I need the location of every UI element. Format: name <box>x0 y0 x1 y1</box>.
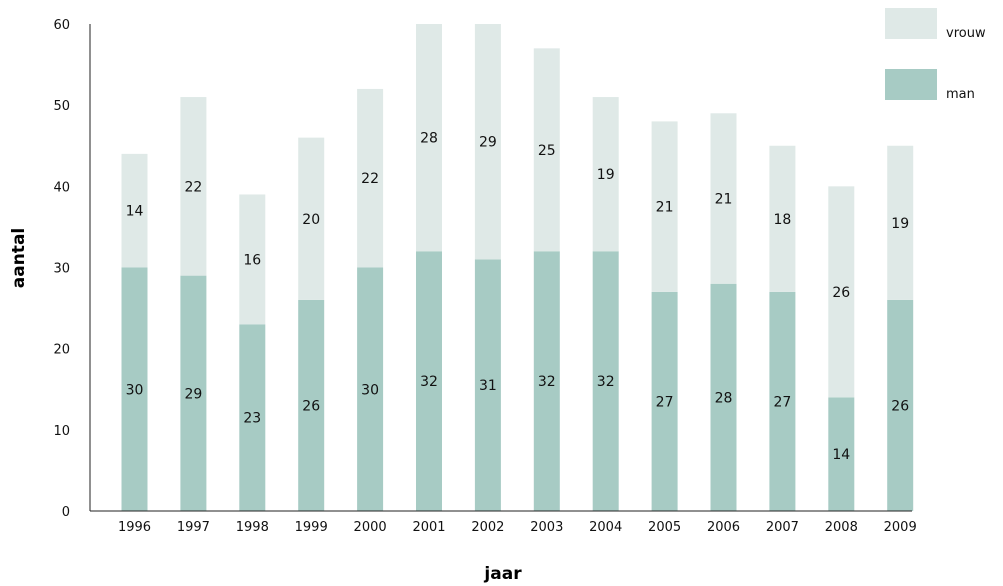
data-labels-group: 30 14 29 22 23 16 26 20 30 22 32 28 31 29 32 25 32 19 27 21… <box>126 131 910 464</box>
bar-man-1996 <box>121 267 148 511</box>
data-label-man-2003: 32 <box>538 374 556 390</box>
bar-vrouw-2004 <box>592 97 619 252</box>
y-tick-label: 10 <box>53 424 70 439</box>
x-tick-label: 2006 <box>707 520 740 535</box>
data-label-man-1996: 30 <box>126 382 144 398</box>
x-ticks-group: 1996 1997 1998 1999 2000 2001 2002 2003 2004 2005… <box>118 520 917 535</box>
bar-vrouw-2001 <box>416 24 442 252</box>
data-label-man-2007: 27 <box>773 394 791 410</box>
data-label-vrouw-1998: 16 <box>243 252 261 268</box>
x-tick-label: 2001 <box>412 520 445 535</box>
data-label-man-2000: 30 <box>361 382 379 398</box>
data-label-vrouw-2009: 19 <box>891 216 909 232</box>
data-label-man-2005: 27 <box>656 394 674 410</box>
x-tick-label: 2004 <box>589 520 622 535</box>
bar-vrouw-2007 <box>769 145 796 292</box>
legend-label-vrouw: vrouw <box>946 26 986 41</box>
x-tick-label: 2008 <box>825 520 858 535</box>
bar-man-1997 <box>180 275 207 511</box>
data-label-man-1998: 23 <box>243 411 261 427</box>
data-label-man-2001: 32 <box>420 374 438 390</box>
data-label-vrouw-2007: 18 <box>773 212 791 228</box>
bar-vrouw-1997 <box>180 97 207 276</box>
data-label-man-1997: 29 <box>184 386 202 402</box>
x-tick-label: 2005 <box>648 520 681 535</box>
data-label-vrouw-2000: 22 <box>361 171 379 187</box>
bar-man-1998 <box>239 324 266 511</box>
x-tick-label: 2000 <box>354 520 387 535</box>
y-tick-label: 20 <box>53 343 70 358</box>
y-tick-label: 30 <box>53 262 70 277</box>
data-label-man-2002: 31 <box>479 378 497 394</box>
x-tick-label: 2009 <box>884 520 917 535</box>
data-label-vrouw-2006: 21 <box>715 192 733 208</box>
x-tick-label: 2003 <box>530 520 563 535</box>
x-tick-label: 2002 <box>471 520 504 535</box>
data-label-vrouw-2004: 19 <box>597 167 615 183</box>
bar-vrouw-2002 <box>474 24 501 260</box>
data-label-vrouw-2005: 21 <box>656 200 674 216</box>
bar-vrouw-2006 <box>710 113 737 284</box>
data-label-vrouw-2002: 29 <box>479 135 497 151</box>
bar-man-2000 <box>357 267 384 511</box>
data-label-vrouw-1999: 20 <box>302 212 320 228</box>
data-label-man-2009: 26 <box>891 398 909 414</box>
bar-man-2001 <box>416 251 442 511</box>
x-axis-title: jaar <box>483 564 522 584</box>
bar-man-2008 <box>828 397 855 511</box>
x-tick-label: 2007 <box>766 520 799 535</box>
bar-vrouw-1996 <box>121 153 148 268</box>
legend-swatch-man <box>885 69 937 100</box>
y-tick-label: 40 <box>53 180 70 195</box>
legend: vrouw man <box>885 8 986 102</box>
data-label-vrouw-1996: 14 <box>126 204 144 220</box>
bar-man-2003 <box>533 251 560 511</box>
x-tick-label: 1997 <box>177 520 210 535</box>
bars-group <box>121 24 914 511</box>
data-label-vrouw-2001: 28 <box>420 131 438 147</box>
bar-man-1999 <box>298 299 325 511</box>
y-tick-label: 60 <box>53 18 70 33</box>
bar-vrouw-2009 <box>887 145 914 300</box>
y-tick-label: 0 <box>62 505 70 520</box>
bar-vrouw-2003 <box>533 48 560 252</box>
bar-vrouw-2000 <box>357 88 384 268</box>
data-label-man-2008: 14 <box>832 447 850 463</box>
x-tick-label: 1996 <box>118 520 151 535</box>
bar-man-2009 <box>887 299 914 511</box>
y-ticks-group: 0 10 20 30 40 50 60 <box>53 18 70 520</box>
bar-vrouw-2005 <box>651 121 678 292</box>
y-tick-label: 50 <box>53 99 70 114</box>
bar-man-2002 <box>474 259 501 511</box>
data-label-man-2006: 28 <box>715 390 733 406</box>
data-label-man-2004: 32 <box>597 374 615 390</box>
bar-vrouw-1998 <box>239 194 266 325</box>
bar-vrouw-1999 <box>298 137 325 300</box>
legend-label-man: man <box>946 87 975 102</box>
x-tick-label: 1999 <box>295 520 328 535</box>
data-label-vrouw-1997: 22 <box>184 179 202 195</box>
y-axis-title: aantal <box>9 228 29 288</box>
bar-man-2006 <box>710 283 737 511</box>
bar-vrouw-2008 <box>828 186 855 398</box>
bar-man-2005 <box>651 291 678 511</box>
data-label-vrouw-2008: 26 <box>832 285 850 301</box>
bar-man-2007 <box>769 291 796 511</box>
data-label-vrouw-2003: 25 <box>538 143 556 159</box>
legend-swatch-vrouw <box>885 8 937 39</box>
data-label-man-1999: 26 <box>302 398 320 414</box>
x-tick-label: 1998 <box>236 520 269 535</box>
bar-man-2004 <box>592 251 619 511</box>
